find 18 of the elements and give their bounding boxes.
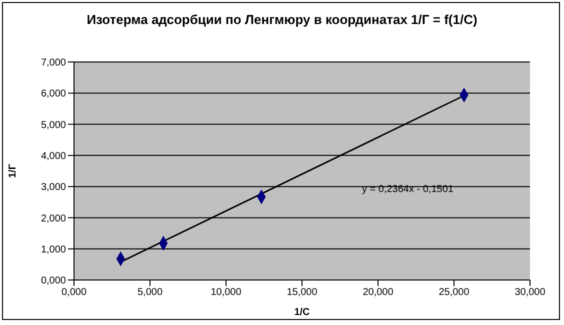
y-tick-label: 1,000 [40,244,66,256]
y-tick-label: 6,000 [40,88,66,100]
x-axis-title: 1/С [294,307,310,318]
x-tick-label: 30,000 [514,287,546,298]
y-tick-label: 2,000 [40,213,66,224]
chart-title: Изотерма адсорбции по Ленгмюру в координатах 1/Г = f(1/С) [86,12,478,27]
x-tick-label: 5,000 [137,287,163,298]
x-tick-label: 20,000 [362,287,394,298]
y-axis-title: 1/Г [8,164,19,178]
y-tick-label: 4,000 [40,150,66,162]
y-tick-label: 3,000 [40,182,66,194]
y-tick-label: 7,000 [40,58,66,69]
x-tick-label: 0,000 [61,287,87,298]
y-tick-label: 5,000 [40,120,66,131]
y-tick-label: 0,000 [40,276,66,287]
x-tick-label: 25,000 [438,287,470,298]
x-tick-label: 10,000 [210,287,242,298]
x-tick-label: 15,000 [286,287,318,298]
